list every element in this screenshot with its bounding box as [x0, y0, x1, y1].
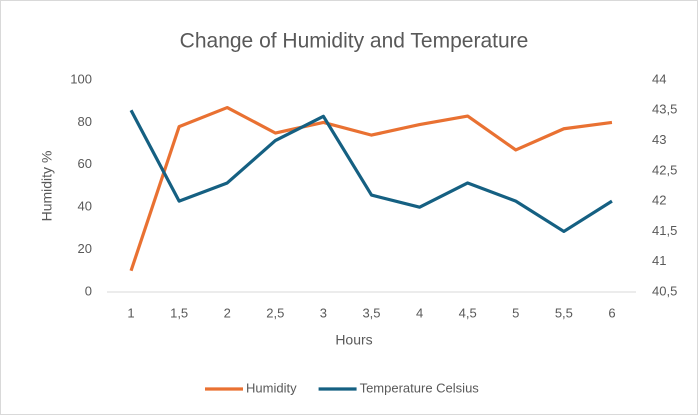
y-tick-label: 0 [85, 283, 92, 298]
y2-tick-label: 42,5 [652, 162, 677, 177]
y-tick-label: 60 [78, 156, 92, 171]
y-tick-label: 100 [70, 71, 92, 86]
x-tick-label: 2 [224, 305, 231, 320]
x-tick-label: 3 [320, 305, 327, 320]
y2-tick-label: 43 [652, 132, 666, 147]
x-tick-label: 5,5 [555, 305, 573, 320]
y2-tick-label: 41,5 [652, 223, 677, 238]
x-tick-label: 3,5 [362, 305, 380, 320]
line-series [129, 105, 613, 272]
y2-tick-label: 40,5 [652, 283, 677, 298]
legend-label: Humidity [246, 380, 297, 395]
y-tick-label: 20 [78, 241, 92, 256]
y2-tick-label: 44 [652, 71, 666, 86]
x-tick-label: 1,5 [170, 305, 188, 320]
y-axis-label: Humidity % [39, 151, 55, 222]
y-tick-label: 40 [78, 199, 92, 214]
x-tick-label: 6 [608, 305, 615, 320]
y2-tick-label: 43,5 [652, 102, 677, 117]
y-tick-label: 80 [78, 114, 92, 129]
x-tick-label: 5 [512, 305, 519, 320]
chart-title: Change of Humidity and Temperature [180, 30, 529, 53]
legend-label: Temperature Celsius [360, 380, 480, 395]
x-tick-label: 4 [416, 305, 423, 320]
x-tick-label: 4,5 [459, 305, 477, 320]
line-series [129, 109, 613, 234]
x-axis-label: Hours [335, 332, 372, 348]
x-tick-label: 1 [127, 305, 134, 320]
y2-tick-label: 41 [652, 253, 666, 268]
y2-tick-label: 42 [652, 193, 666, 208]
x-tick-label: 2,5 [266, 305, 284, 320]
